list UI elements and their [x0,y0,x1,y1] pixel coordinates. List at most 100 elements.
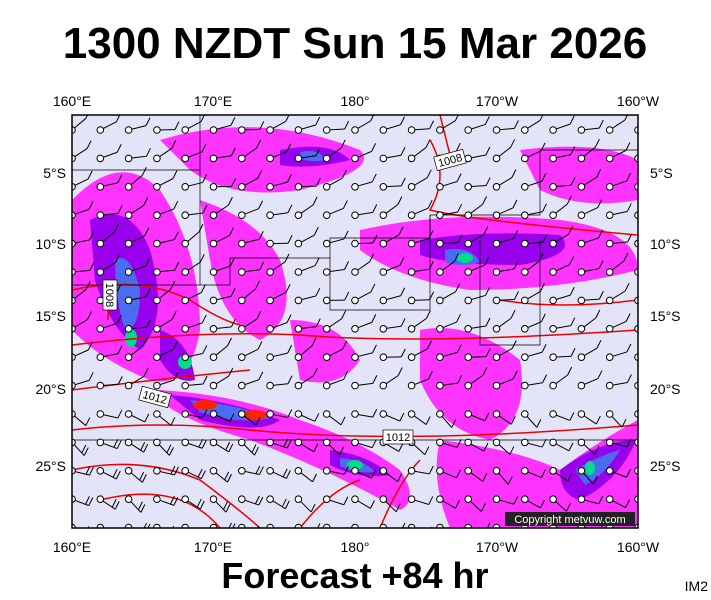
wind-station [96,183,105,191]
wind-station [521,126,529,134]
wind-barb-feather [568,226,573,235]
wind-barb-feather [173,200,179,210]
wind-station [238,211,246,219]
wind-barb-feather [455,283,461,292]
wind-station [351,154,359,163]
wind-barb-feather [254,446,259,456]
wind-station [492,381,501,390]
wind-station [322,296,331,305]
wind-station [72,381,76,390]
wind-barb-feather [115,470,121,480]
wind-station [96,410,105,418]
wind-barb-feather [454,253,459,262]
wind-station [96,325,105,333]
wind-barb-feather [313,226,319,236]
wind-station [379,296,388,305]
wind-station [72,353,76,361]
wind-station [577,183,586,191]
wind-station [294,183,303,191]
wind-barb-feather [541,173,547,182]
wind-station [492,211,501,219]
wind-station [436,353,444,362]
wind-barb-feather [569,286,575,296]
wind-barb [637,499,638,500]
wind-barb-feather [284,531,288,539]
wind-station [181,381,189,390]
wind-barb-feather [343,496,349,505]
wind-station [322,325,331,333]
wind-barb [354,527,357,528]
left-lat-label: 15°S [35,308,66,324]
wind-barb-feather [256,310,262,320]
wind-station [549,353,557,362]
wind-station [322,239,331,248]
wind-station [181,410,189,418]
wind-barb-feather [258,371,264,380]
wind-barb-feather [285,115,290,122]
wind-barb-feather [343,371,349,380]
wind-station [238,438,246,447]
wind-barb-feather [482,473,488,482]
wind-barb-feather [514,291,519,300]
wind-barb-feather [229,257,235,267]
wind-barb-feather [202,375,208,385]
wind-barb-feather [230,288,236,297]
wind-barb-feather [507,476,513,485]
wind-barb-feather [89,231,95,241]
wind-barb-feather [371,314,377,323]
wind-station [605,211,614,219]
wind-barb-feather [89,262,95,271]
wind-station [464,410,473,418]
wind-barb-feather [116,315,122,324]
wind-barb-feather [146,147,151,157]
wind-station [181,154,189,163]
wind-barb-feather [565,533,569,541]
wind-barb-feather [228,443,234,453]
wind-barb-feather [429,120,435,129]
wind-barb-feather [229,227,234,236]
wind-station [351,183,359,191]
wind-barb-feather [541,469,546,478]
wind-station [238,495,246,504]
wind-barb-feather [456,469,461,479]
wind-station [379,154,388,163]
wind-barb-feather [426,169,432,179]
wind-barb-feather [117,409,123,419]
wind-station [464,296,473,305]
wind-barb [156,527,159,528]
wind-barb-feather [598,290,604,300]
wind-station [124,381,133,390]
wind-station [322,381,331,390]
wind-station [266,183,274,191]
wind-station [634,381,638,390]
wind-station [521,381,529,390]
wind-station [379,268,388,276]
wind-barb-feather [315,147,321,156]
wind-station [351,410,359,418]
wind-station [634,495,638,503]
wind-barb-feather [513,260,519,270]
wind-station [436,211,444,219]
top-lon-label: 160°E [53,93,91,109]
wind-barb-feather [485,177,491,186]
wind-barb-feather [143,443,149,453]
wind-barb-feather [513,495,519,505]
wind-station [153,495,161,504]
wind-station [492,495,501,504]
wind-station [605,438,614,447]
wind-station [492,438,501,447]
wind-station [181,239,189,248]
wind-barb [637,442,638,443]
wind-barb-feather [315,287,321,297]
wind-station [238,353,246,362]
wind-barb-feather [485,287,490,296]
wind-station [322,495,331,504]
wind-barb-feather [315,177,321,187]
wind-barb-feather [173,497,179,506]
wind-barb-feather [201,143,207,153]
wind-station [96,126,105,134]
wind-barb-feather [230,147,236,157]
right-lat-label: 10°S [650,236,681,252]
wind-barb-feather [114,531,118,539]
wind-station [96,268,105,276]
